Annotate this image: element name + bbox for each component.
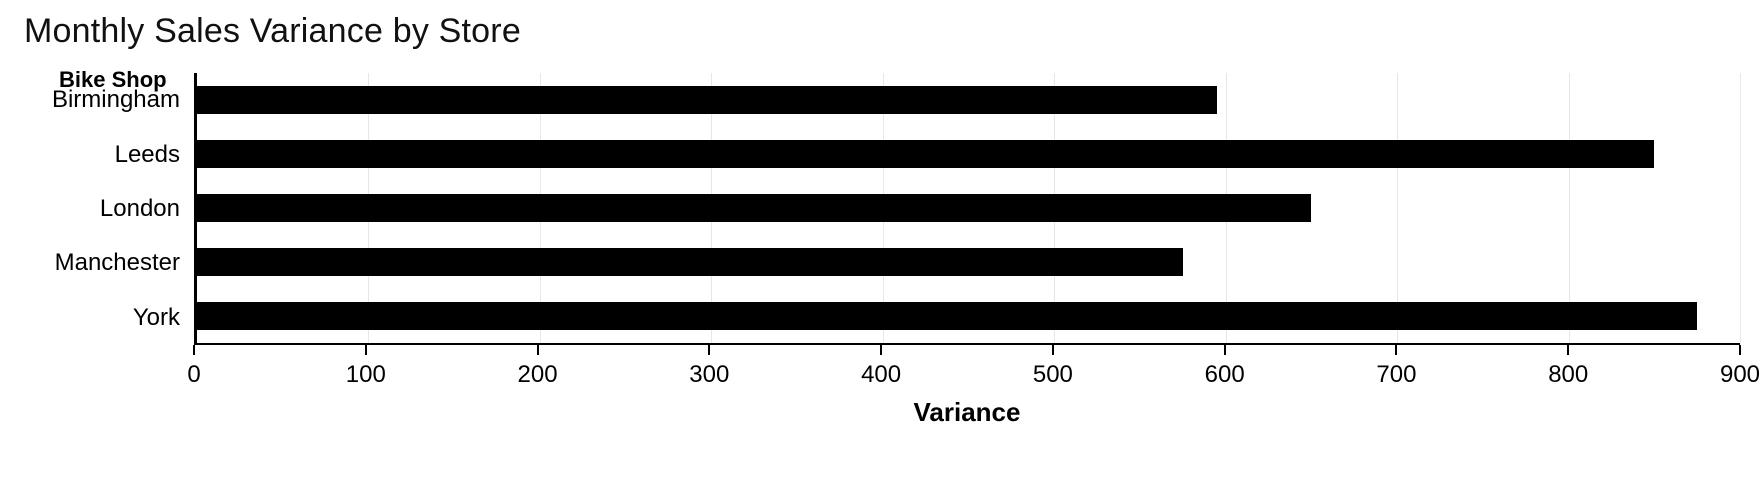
x-tick (880, 345, 882, 355)
x-axis-labels: 0100200300400500600700800900 (194, 359, 1740, 391)
y-axis-label: Manchester (55, 236, 180, 290)
bar (197, 140, 1654, 168)
y-axis-title: Bike Shop (59, 67, 167, 93)
x-tick (1224, 345, 1226, 355)
x-axis-tick-label: 300 (689, 361, 729, 389)
chart-container: Monthly Sales Variance by Store Bike Sho… (0, 0, 1764, 500)
x-tick (1052, 345, 1054, 355)
bar-row (197, 181, 1740, 235)
x-tick (193, 345, 195, 355)
chart-body: BirminghamLeedsLondonManchesterYork (24, 73, 1740, 345)
x-tick (1395, 345, 1397, 355)
x-tick (1567, 345, 1569, 355)
x-axis-tick-label: 600 (1205, 361, 1245, 389)
y-axis-label: York (133, 291, 180, 345)
x-tick (365, 345, 367, 355)
x-axis-tick-label: 100 (346, 361, 386, 389)
bar (197, 302, 1697, 330)
bar (197, 248, 1183, 276)
chart-title: Monthly Sales Variance by Store (24, 12, 1740, 51)
bar (197, 194, 1311, 222)
gridline (1740, 73, 1741, 343)
y-axis-label: London (100, 182, 180, 236)
x-axis-tick-label: 400 (861, 361, 901, 389)
x-tick (1739, 345, 1741, 355)
bar-row (197, 73, 1740, 127)
bar-row (197, 127, 1740, 181)
x-axis-tick-label: 200 (518, 361, 558, 389)
bar-row (197, 235, 1740, 289)
x-tick (537, 345, 539, 355)
y-axis-label: Leeds (115, 128, 180, 182)
x-axis-tick-label: 900 (1720, 361, 1760, 389)
bar (197, 86, 1217, 114)
chart-area: Bike Shop BirminghamLeedsLondonMancheste… (24, 73, 1740, 428)
x-tick (708, 345, 710, 355)
y-axis-labels: BirminghamLeedsLondonManchesterYork (24, 73, 194, 345)
x-axis-ticks (194, 345, 1740, 359)
plot-area (194, 73, 1740, 345)
x-axis-tick-label: 800 (1548, 361, 1588, 389)
x-axis-tick-label: 0 (187, 361, 200, 389)
bar-row (197, 289, 1740, 343)
bars-layer (197, 73, 1740, 343)
x-axis-tick-label: 700 (1376, 361, 1416, 389)
x-axis-tick-label: 500 (1033, 361, 1073, 389)
x-axis-title: Variance (194, 397, 1740, 428)
